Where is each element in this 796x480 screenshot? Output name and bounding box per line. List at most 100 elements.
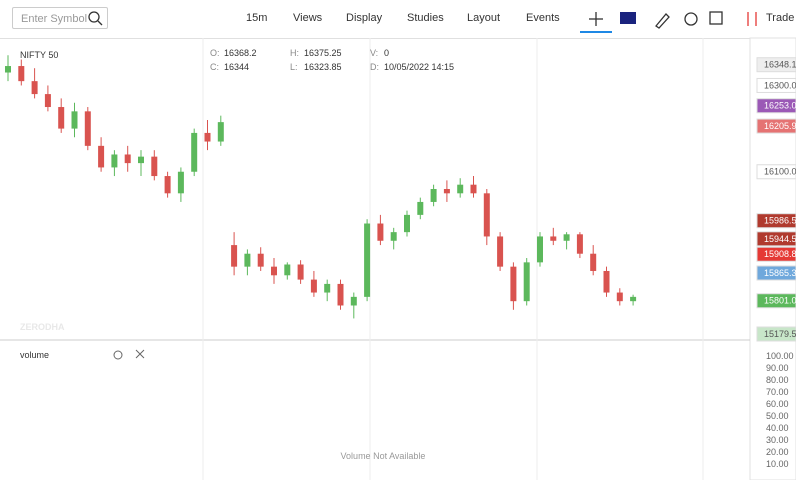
candle-body [151,156,158,177]
candle-body [58,107,65,129]
ohlc-value: 16375.25 [304,48,342,58]
candle-body [430,189,437,202]
instrument: NIFTY 50 [20,50,58,60]
candle-body [377,223,384,241]
volume-axis-label: 10.00 [766,459,789,469]
candle-body [364,223,371,297]
candle-body [297,264,304,280]
ohlc-value: 16344 [224,62,249,72]
candle-body [510,266,517,302]
volume-axis-label: 70.00 [766,387,789,397]
volume-message: Volume Not Available [341,451,426,461]
volume-axis-label: 60.00 [766,399,789,409]
candle-body [603,270,610,293]
price-badge [756,326,796,342]
price-label: 16100.0 [764,167,796,177]
price-badge [756,293,796,309]
candle-body [390,232,397,241]
menu[interactable]: Studies [407,12,444,24]
menu[interactable]: Events [526,12,560,24]
grid [202,38,704,480]
candle-body [191,132,198,172]
candle-body [177,171,184,194]
symbol-search[interactable]: Enter Symbol [12,7,108,29]
candle-body [590,253,597,271]
price-badge [756,265,796,281]
candle-body [18,66,25,82]
price-badge [756,246,796,262]
ohlc-key: V: [370,48,378,58]
volume-axis-label: 50.00 [766,411,789,421]
price-badge [756,231,796,247]
candle-body [204,132,211,142]
price-label: 15944.5 [764,234,796,244]
candle-body [31,81,38,95]
trade-button[interactable]: Trade [766,12,795,24]
candle-body [483,193,490,237]
ohlc-value: 16323.85 [304,62,342,72]
candle-body [443,189,450,194]
candle-body [497,236,504,267]
price-badge [756,213,796,229]
candle-body [324,283,331,293]
candle-body [124,154,131,164]
volume-title: volume [20,350,49,360]
candle-body [337,283,344,306]
candle-body [44,94,51,108]
candle-body [111,154,118,168]
candle-body [417,201,424,215]
ohlc-key: D: [370,62,379,72]
toolbar: Enter Symbol 15m Views Display Studies L… [0,0,796,39]
candle-body [231,245,238,267]
ohlc-key: L: [290,62,298,72]
candle-body [630,296,637,302]
price-label: 15986.5 [764,216,796,226]
price-badge [756,118,796,134]
price-badge [756,77,796,93]
candle-body [576,234,583,254]
ohlc-key: H: [290,48,299,58]
candle-body [537,236,543,263]
ohlc-value: 16368.2 [224,48,257,58]
candle-body [470,184,477,194]
candle-body [257,253,264,267]
price-badge [756,57,796,73]
price-badge [756,164,796,180]
toolbar-icons [88,11,757,33]
menu[interactable]: Views [293,12,323,24]
price-label: 16348.1 [764,60,796,70]
candle-body [457,184,464,194]
candle-body [5,66,11,73]
price-label: 15908.8 [764,249,796,259]
candle-body [616,292,623,302]
price-label: 16253.0 [764,101,796,111]
price-label: 15179.5 [764,329,796,339]
volume-axis-label: 20.00 [766,447,789,457]
menu[interactable]: Display [346,12,383,24]
volume-axis-label: 100.00 [766,351,794,361]
price-label: 15865.3 [764,268,796,278]
candle-body [523,262,530,302]
ohlc-value: 0 [384,48,389,58]
candle-body [138,156,144,164]
menu[interactable]: 15m [246,12,268,24]
candle-body [310,279,317,293]
volume-axis-label: 40.00 [766,423,789,433]
ohlc-key: C: [210,62,219,72]
price-label: 15801.0 [764,296,796,306]
candle-body [244,253,251,267]
candle-body [71,111,78,129]
volume-axis-label: 80.00 [766,375,789,385]
ohlc-value: 10/05/2022 14:15 [384,62,454,72]
ohlc-key: O: [210,48,220,58]
pane-controls[interactable] [113,349,145,360]
candle-body [404,214,410,233]
candle-body [84,111,91,146]
candle-body [284,264,291,276]
volume-axis-label: 90.00 [766,363,789,373]
price-label: 16205.9 [764,121,796,131]
volume-axis-label: 30.00 [766,435,789,445]
menu[interactable]: Layout [467,12,501,24]
